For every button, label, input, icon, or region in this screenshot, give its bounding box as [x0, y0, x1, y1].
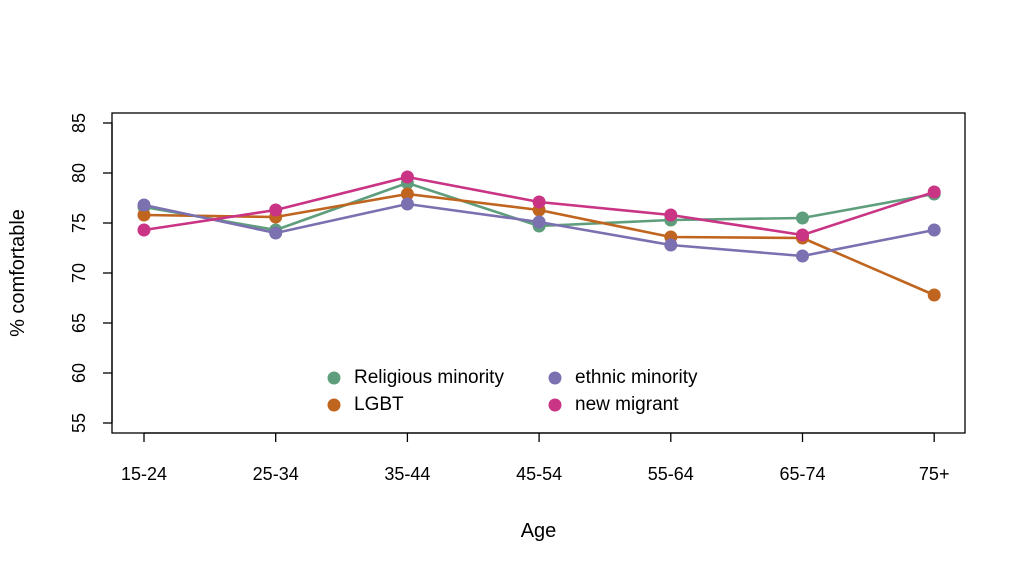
data-point: [927, 288, 941, 302]
plot-frame: [111, 112, 966, 434]
x-tick-label: 55-64: [648, 464, 694, 484]
x-tick-label: 75+: [919, 464, 950, 484]
data-point: [400, 187, 414, 201]
y-tick-label: 75: [69, 213, 89, 233]
series-new-migrant: [137, 170, 941, 242]
x-axis: 15-24 25-34 35-44 45-54 55-64 65-74 75+: [121, 432, 950, 484]
legend-marker: [327, 398, 341, 412]
data-point: [664, 208, 678, 222]
y-tick-label: 65: [69, 313, 89, 333]
legend: Religious minority LGBT ethnic minority new…: [327, 367, 698, 415]
data-point: [400, 197, 414, 211]
x-tick-label: 35-44: [384, 464, 430, 484]
legend-label: new migrant: [575, 394, 679, 415]
data-point: [664, 238, 678, 252]
y-tick-label: 80: [69, 163, 89, 183]
y-tick-label: 60: [69, 363, 89, 383]
x-tick-label: 25-34: [253, 464, 299, 484]
legend-item: Religious minority: [327, 367, 504, 388]
data-point: [532, 195, 546, 209]
x-axis-title: Age: [521, 520, 557, 542]
legend-label: Religious minority: [354, 367, 504, 388]
legend-label: ethnic minority: [575, 367, 698, 388]
data-point: [532, 215, 546, 229]
y-tick-label: 85: [69, 113, 89, 133]
legend-item: ethnic minority: [548, 367, 698, 388]
data-point: [796, 211, 809, 225]
series-ethnic-minority: [137, 197, 941, 263]
legend-marker: [548, 371, 562, 385]
data-point: [137, 198, 151, 212]
series-layer: [137, 170, 941, 302]
legend-item: LGBT: [327, 394, 404, 415]
data-point: [137, 208, 151, 222]
legend-label: LGBT: [354, 394, 404, 415]
data-point: [269, 203, 283, 217]
y-axis-title: % comfortable: [7, 209, 29, 337]
data-point: [927, 223, 941, 237]
x-tick-label: 45-54: [516, 464, 562, 484]
legend-marker: [548, 398, 562, 412]
data-point: [269, 226, 283, 240]
data-point: [400, 170, 414, 184]
y-tick-label: 70: [69, 263, 89, 283]
data-point: [137, 223, 151, 237]
data-point: [927, 185, 941, 199]
legend-marker: [327, 371, 341, 385]
x-tick-label: 65-74: [779, 464, 825, 484]
y-tick-label: 55: [69, 413, 89, 433]
data-point: [796, 249, 809, 263]
data-point: [796, 228, 809, 242]
x-tick-label: 15-24: [121, 464, 167, 484]
legend-item: new migrant: [548, 394, 679, 415]
y-axis: 55 60 65 70 75 80 85: [69, 113, 113, 433]
